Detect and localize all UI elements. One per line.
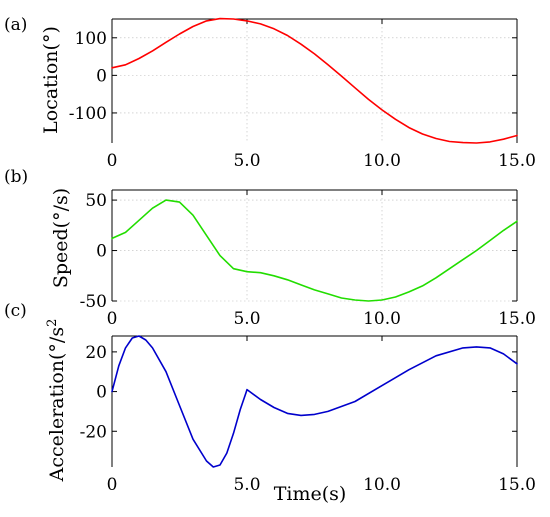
speed-series-line (111, 199, 518, 302)
acceleration-xtick-label-1: 5.0 (233, 475, 260, 495)
location-xtick-label-3: 15.0 (498, 151, 536, 171)
location-panel: (a) Location(°) 100 0 -100 0 5.0 10.0 15.0 (4, 15, 536, 171)
speed-xtick-label-3: 15.0 (498, 309, 536, 329)
speed-xtick-label-1: 5.0 (233, 309, 260, 329)
acceleration-ytick-label-1: 0 (96, 383, 107, 403)
acceleration-series-line (111, 335, 518, 468)
speed-xtick-label-2: 10.0 (363, 309, 401, 329)
speed-ytick-label-2: -50 (80, 292, 107, 312)
acceleration-ytick-label-0: 20 (85, 343, 107, 363)
time-axis-title: Time(s) (274, 483, 347, 505)
speed-axis-title: Speed(°/s) (50, 188, 72, 288)
speed-ytick-label-0: 50 (85, 191, 107, 211)
panel-c-tag: (c) (4, 301, 27, 321)
location-xtick-label-0: 0 (107, 151, 118, 171)
acceleration-panel: (c) Acceleration(°/s2 200-200 5.0 10.0 15.0 (4, 301, 536, 495)
speed-panel: (b) Speed(°/s) 500-500 5.0 10.0 15.0 (4, 167, 536, 329)
speed-ytick-label-1: 0 (96, 242, 107, 262)
location-ytick-label-0: 100 (75, 29, 107, 49)
acceleration-ytick-label-2: -20 (80, 422, 107, 442)
panel-a-tag: (a) (4, 15, 27, 35)
location-xtick-label-1: 5.0 (233, 151, 260, 171)
acceleration-xtick-label-3: 15.0 (498, 475, 536, 495)
acceleration-xtick-label-2: 10.0 (363, 475, 401, 495)
location-series-line (111, 17, 518, 144)
panel-b-tag: (b) (4, 167, 28, 187)
acceleration-axis-title-text: Acceleration(°/s (46, 327, 68, 482)
speed-xtick-label-0: 0 (107, 309, 118, 329)
acceleration-axis-title-superscript: 2 (45, 319, 60, 327)
acceleration-xtick-label-0: 0 (107, 475, 118, 495)
location-ytick-label-2: -100 (69, 104, 107, 124)
location-ytick-label-1: 0 (96, 66, 107, 86)
location-xtick-label-2: 10.0 (363, 151, 401, 171)
acceleration-axis-title: Acceleration(°/s2 (45, 319, 68, 483)
location-axis-title: Location(°) (40, 26, 62, 134)
